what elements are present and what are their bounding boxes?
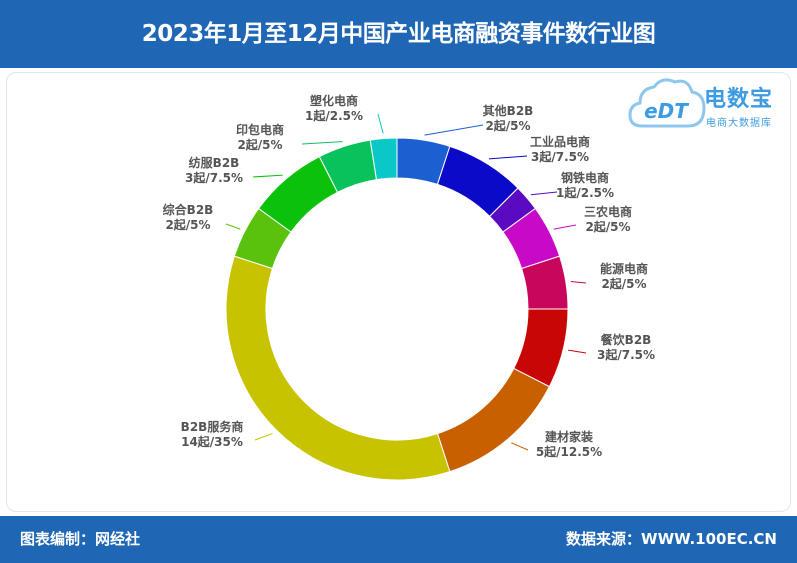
leader-line-7 [254,432,273,441]
logo-mark-text: eDT [644,99,689,123]
slice-label-value-10: 2起/5% [237,137,282,152]
slice-label-value-4: 2起/5% [601,276,646,291]
slice-label-name-11: 塑化电商 [310,93,358,108]
footer-bar: 图表编制：网经社 数据来源：WWW.100EC.CN [0,516,797,563]
slice-label-value-0: 2起/5% [485,118,530,133]
slice-label-value-5: 3起/7.5% [597,347,655,362]
slice-label-name-6: 建材家装 [544,429,593,444]
donut-slice-6 [436,367,551,473]
slice-label-value-11: 1起/2.5% [305,108,363,123]
leader-line-0 [424,124,484,136]
slice-label-name-3: 三农电商 [584,204,632,219]
slice-label-name-0: 其他B2B [483,103,534,118]
leader-line-2 [530,191,558,196]
slice-label-value-9: 3起/7.5% [185,170,243,185]
slice-label-value-8: 2起/5% [165,217,210,232]
donut-slice-11 [369,137,398,181]
leader-line-9 [252,174,283,178]
slice-label-name-10: 印包电商 [236,122,284,137]
slice-label-value-2: 1起/2.5% [556,185,614,200]
brand-logo: eDT 电数宝 电商大数据库 [628,74,793,136]
slice-label-value-3: 2起/5% [585,219,630,234]
logo-name: 电数宝 [704,87,774,112]
leader-line-6 [511,442,529,451]
slice-label-name-8: 综合B2B [163,202,214,217]
slice-label-value-7: 14起/35% [181,434,243,449]
leader-line-1 [488,155,528,160]
slice-label-name-5: 餐饮B2B [601,332,652,347]
leader-line-8 [225,223,241,230]
leader-line-10 [301,141,343,145]
slice-label-name-7: B2B服务商 [181,419,244,434]
slice-label-name-4: 能源电商 [600,261,648,276]
leader-line-3 [553,224,577,230]
donut-slice-7 [225,255,451,481]
leader-line-4 [570,280,587,284]
footer-source-left: 图表编制：网经社 [20,530,141,548]
slice-label-name-9: 纺服B2B [189,155,240,170]
slice-label-value-1: 3起/7.5% [531,149,589,164]
slice-label-name-1: 工业品电商 [530,134,590,149]
footer-source-right: 数据来源：WWW.100EC.CN [566,530,777,548]
cloud-logo-icon: eDT [628,78,706,128]
logo-subtitle: 电商大数据库 [706,118,772,129]
chart-title: 2023年1月至12月中国产业电商融资事件数行业图 [141,21,656,47]
slice-label-value-6: 5起/12.5% [536,444,602,459]
leader-line-11 [377,113,384,134]
title-bar: 2023年1月至12月中国产业电商融资事件数行业图 [0,0,797,68]
slice-label-name-2: 钢铁电商 [561,170,609,185]
leader-line-5 [568,349,587,354]
